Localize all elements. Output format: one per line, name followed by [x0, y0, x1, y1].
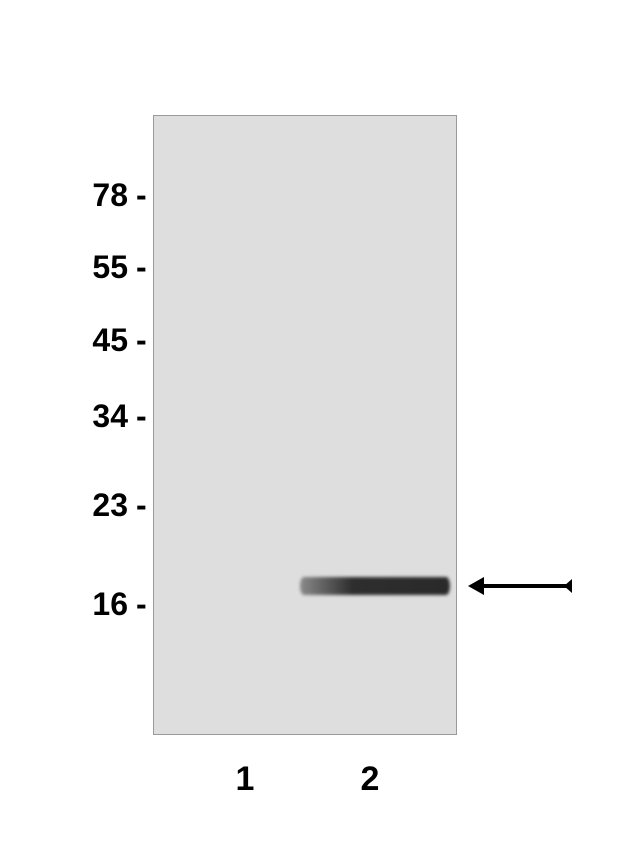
lane-label: 2	[350, 760, 390, 799]
blot-membrane	[153, 115, 457, 735]
mw-marker-label: 55	[92, 249, 128, 286]
lane-label: 1	[225, 760, 265, 799]
mw-marker-value: 78	[92, 177, 128, 213]
mw-marker-tick: -	[136, 398, 147, 435]
mw-marker-value: 34	[92, 398, 128, 434]
mw-marker-value: 55	[92, 249, 128, 285]
figure-canvas: 78 - 55 - 45 - 34 - 23 - 16 - 1 2	[0, 0, 640, 853]
arrow-head-icon	[468, 577, 484, 595]
mw-marker-value: 45	[92, 322, 128, 358]
mw-marker-label: 45	[92, 322, 128, 359]
arrow-shaft	[484, 584, 572, 588]
mw-marker-tick: -	[136, 249, 147, 286]
arrow-tail-icon	[564, 586, 572, 593]
band-indicator-arrow	[468, 574, 572, 598]
mw-marker-label: 23	[92, 487, 128, 524]
mw-marker-tick: -	[136, 487, 147, 524]
mw-marker-tick: -	[136, 177, 147, 214]
protein-band-lane2	[300, 577, 450, 595]
mw-marker-label: 78	[92, 177, 128, 214]
mw-marker-value: 16	[92, 586, 128, 622]
mw-marker-tick: -	[136, 322, 147, 359]
mw-marker-label: 34	[92, 398, 128, 435]
mw-marker-value: 23	[92, 487, 128, 523]
mw-marker-tick: -	[136, 586, 147, 623]
arrow-tail-icon	[564, 579, 572, 586]
mw-marker-label: 16	[92, 586, 128, 623]
